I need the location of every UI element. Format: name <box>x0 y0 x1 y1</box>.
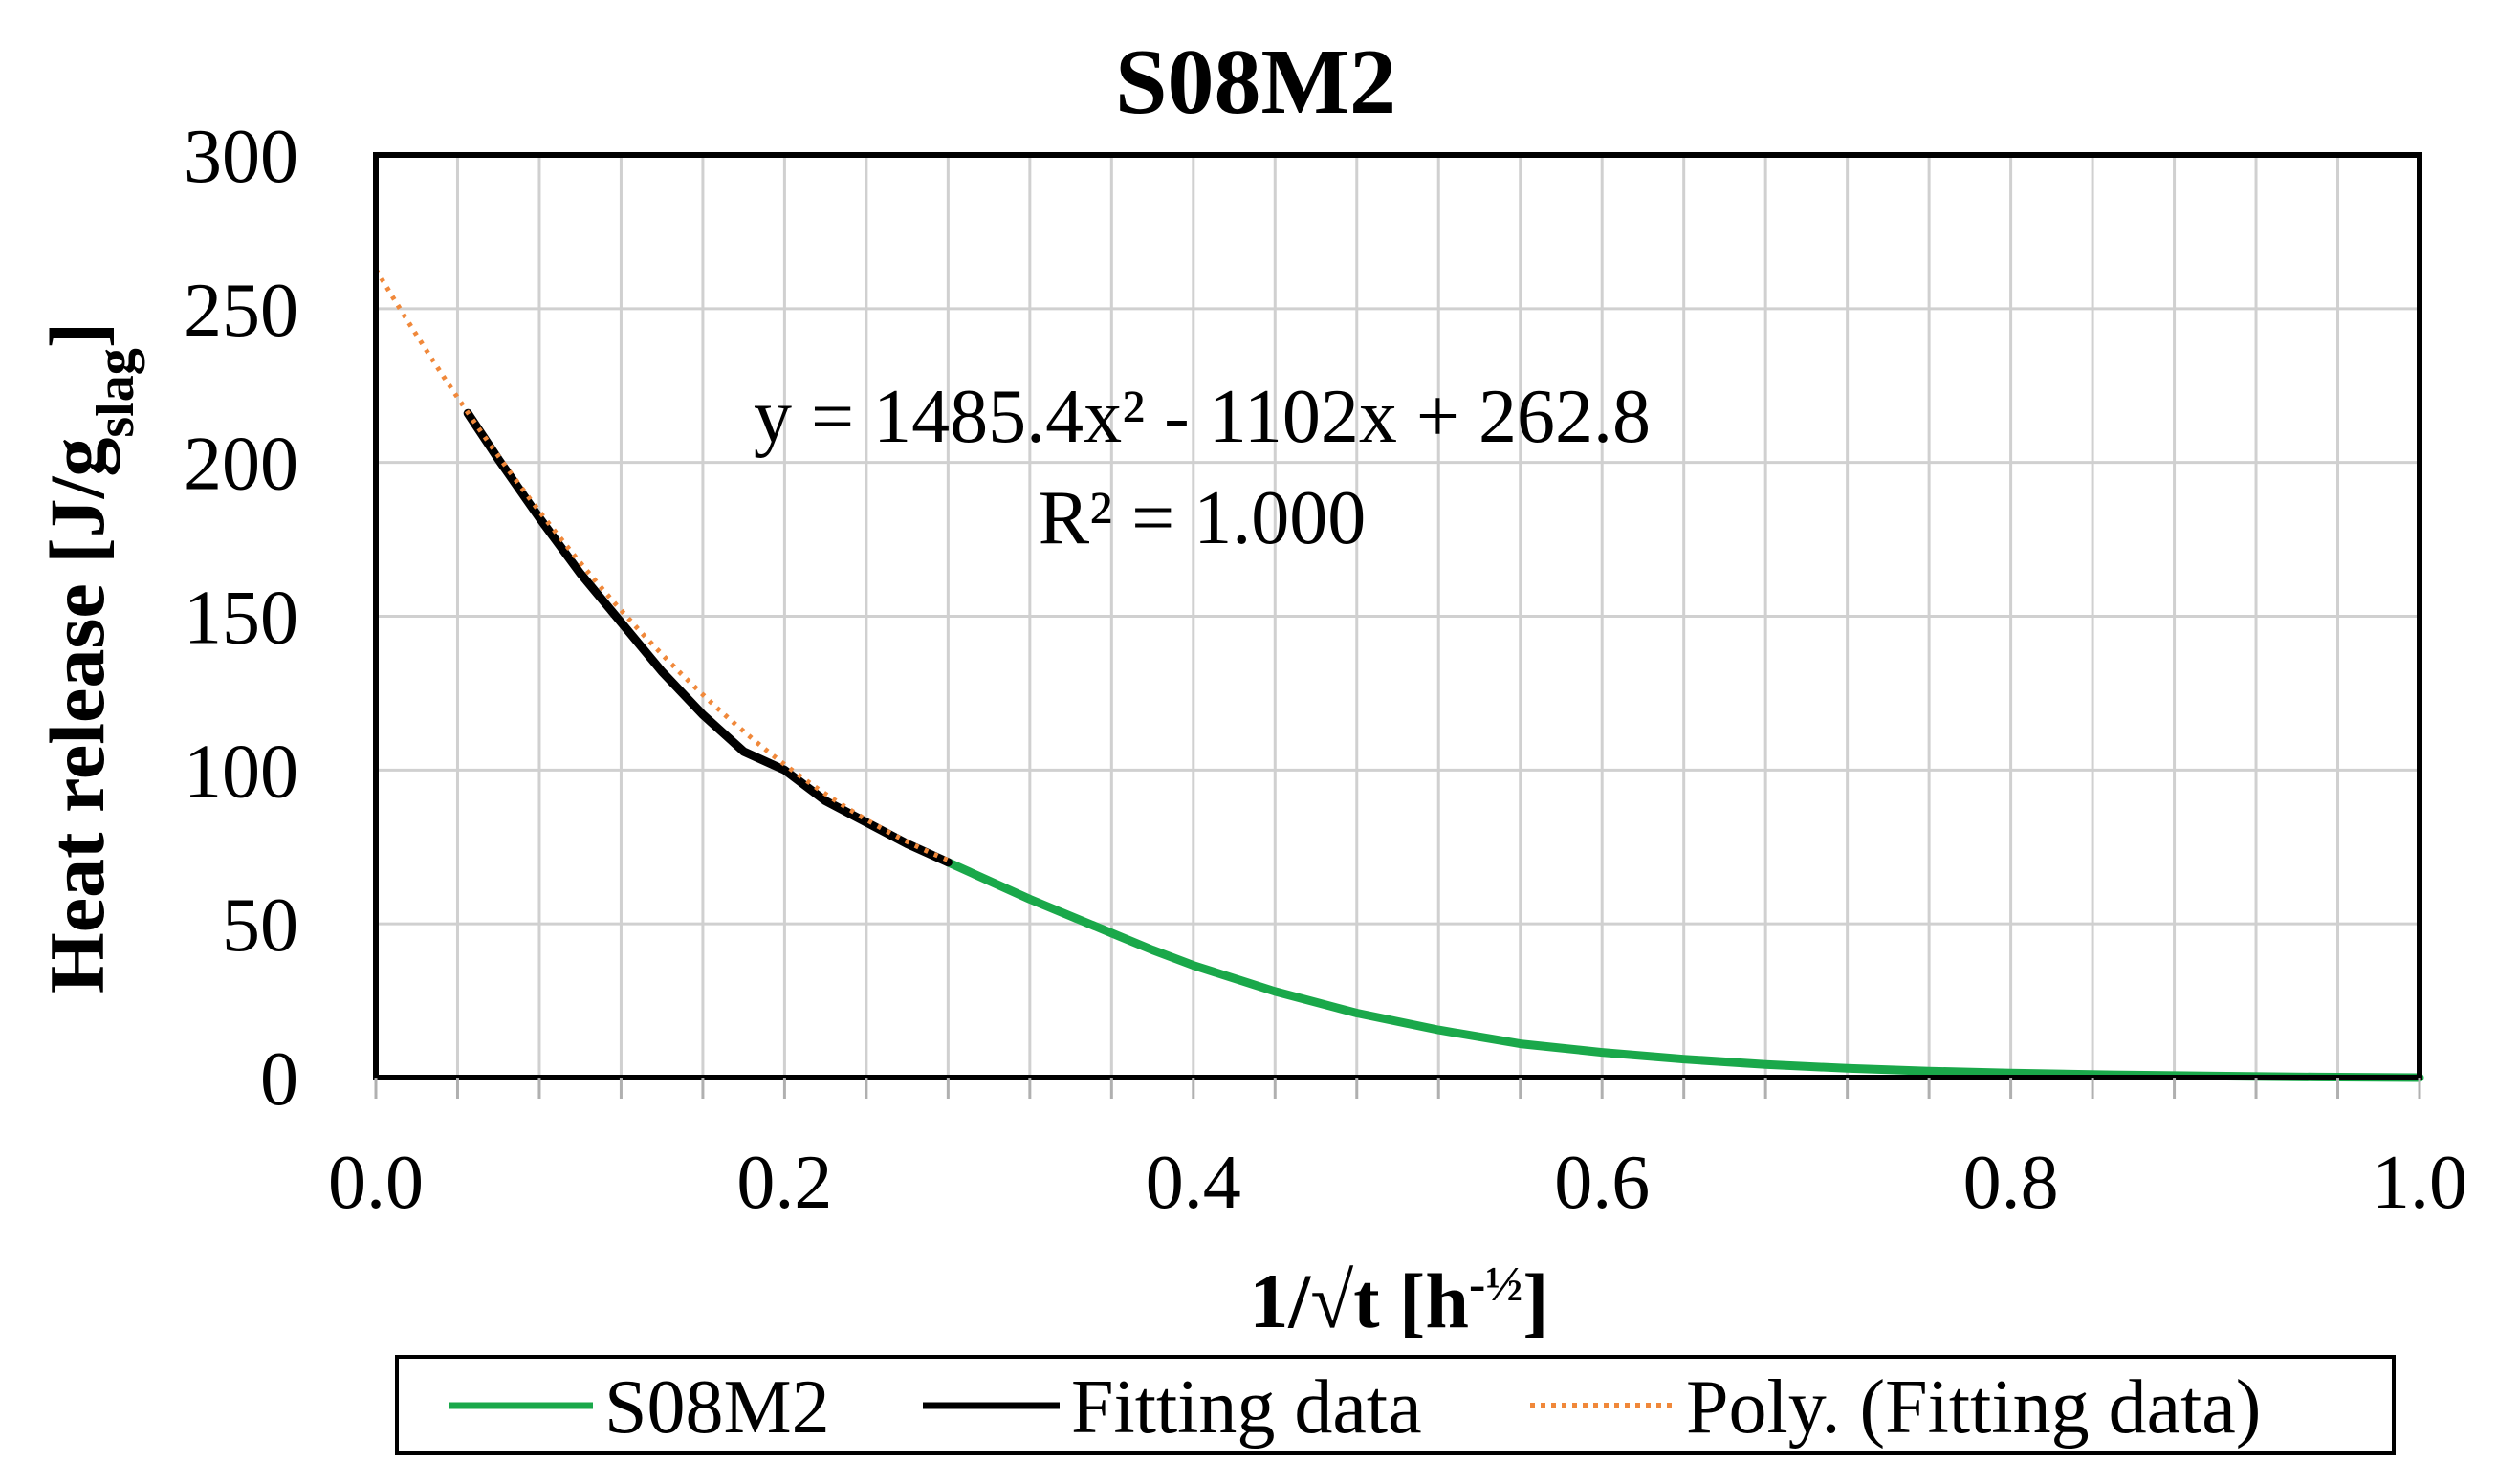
grid-lines <box>376 155 2420 1078</box>
series-line-fitting-data <box>463 408 953 867</box>
y-tick-label: 0 <box>260 1037 298 1122</box>
legend-box <box>395 1355 2396 1455</box>
y-tick-label: 150 <box>184 577 298 661</box>
y-tick-label: 200 <box>184 423 298 507</box>
legend: S08M2 Fitting data Poly. (Fitting data) <box>395 1355 2396 1455</box>
series-line-s08m2 <box>943 858 2424 1082</box>
y-tick-label: 300 <box>184 115 298 199</box>
trendline-r-squared: R² = 1.000 <box>1039 476 1366 560</box>
x-tick-label: 0.8 <box>1963 1141 2059 1225</box>
y-tick-label: 250 <box>184 269 298 353</box>
legend-label-fitting-data: Fitting data <box>1071 1365 1422 1450</box>
trendline-equation: y = 1485.4x² - 1102x + 262.8 <box>754 375 1651 459</box>
x-tick-marks <box>374 1078 2421 1099</box>
series-line-poly-fitting <box>376 268 950 862</box>
x-tick-labels: 0.0 0.2 0.4 0.6 0.8 1.0 <box>328 1141 2467 1225</box>
x-tick-label: 0.6 <box>1554 1141 1650 1225</box>
x-axis-title: 1/√t [h-½] <box>1249 1257 1548 1345</box>
y-tick-labels: 0 50 100 150 200 250 300 <box>184 115 298 1122</box>
x-tick-label: 0.4 <box>1146 1141 1241 1225</box>
x-tick-label: 0.0 <box>328 1141 424 1225</box>
y-tick-label: 100 <box>184 730 298 814</box>
plot-area-border <box>373 152 2422 1080</box>
series-layer <box>376 268 2424 1082</box>
chart-title: S08M2 <box>1115 31 1396 134</box>
y-axis-title: Heat release [J/gslag] <box>33 322 145 993</box>
legend-label-poly-fitting: Poly. (Fitting data) <box>1686 1365 2261 1450</box>
x-tick-label: 0.2 <box>736 1141 832 1225</box>
y-tick-label: 50 <box>222 884 298 968</box>
x-tick-label: 1.0 <box>2372 1141 2467 1225</box>
legend-label-s08m2: S08M2 <box>604 1365 830 1450</box>
